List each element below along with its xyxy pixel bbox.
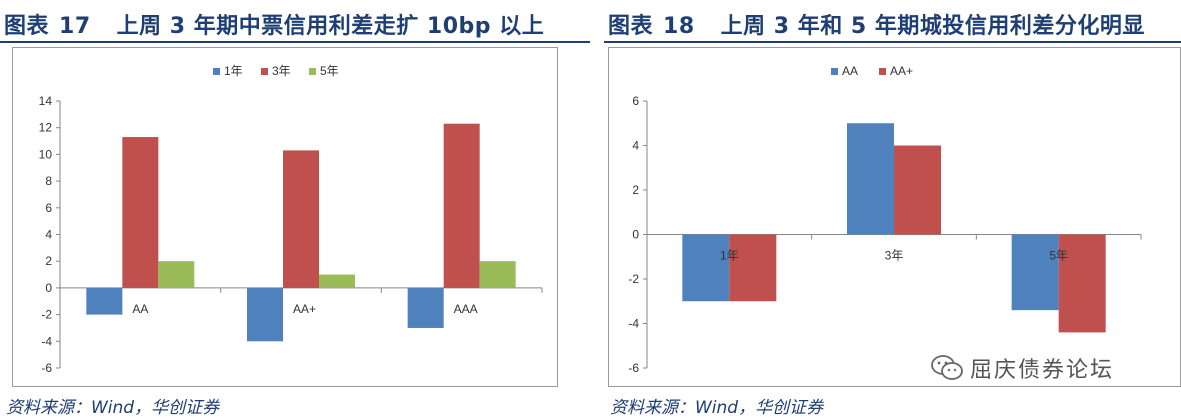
- legend-swatch: [213, 68, 220, 75]
- x-category-label: 1年: [720, 249, 739, 263]
- y-tick-label: 0: [632, 228, 639, 242]
- y-tick-label: 2: [632, 183, 639, 197]
- wechat-icon: [931, 355, 963, 380]
- y-tick-label: -4: [41, 334, 52, 348]
- legend-swatch: [309, 68, 316, 75]
- bar-chart: -6 -4 -2 0 2 4 6 1年 3年 5年 AA AA+: [628, 64, 1142, 375]
- figure-title-prefix: 图表: [4, 14, 50, 39]
- legend-label: AA: [842, 64, 858, 78]
- bar: [1058, 234, 1106, 333]
- figure-title-prefix: 图表: [608, 14, 654, 39]
- bar: [283, 150, 319, 288]
- bar: [1011, 234, 1059, 311]
- y-tick-label: -2: [628, 272, 639, 286]
- bar: [894, 145, 941, 235]
- figure-17-panel: 图表 17 上周 3 年期中票信用利差走扩 10bp 以上 -6 -4 -2 0 2 4 6 8 1…: [0, 0, 590, 418]
- y-tick-label: 0: [45, 281, 52, 295]
- x-category-label: AAA: [454, 302, 478, 316]
- bar: [479, 261, 516, 288]
- title-divider: [604, 41, 1181, 43]
- y-tick-label: 6: [45, 201, 52, 215]
- figure-number: 18: [663, 14, 695, 39]
- x-category-label: 5年: [1049, 249, 1068, 263]
- y-tick-label: 8: [45, 174, 52, 188]
- y-tick-label: 4: [632, 139, 639, 153]
- bar: [729, 234, 777, 302]
- bar: [247, 287, 283, 342]
- chart-area: -6 -4 -2 0 2 4 6 8 10 12 14 AA AA+ AAA 1年 3年 5年: [12, 47, 558, 387]
- figure-18-panel: 图表 18 上周 3 年和 5 年期城投信用利差分化明显 -6 -4 -2 0 2 4 6 1年 3…: [604, 0, 1181, 418]
- bar-chart: -6 -4 -2 0 2 4 6 8 10 12 14 AA AA+ AAA 1年 3年 5年: [39, 64, 543, 375]
- chart-area: -6 -4 -2 0 2 4 6 1年 3年 5年 AA AA+: [608, 47, 1181, 387]
- bar: [682, 234, 730, 302]
- x-category-label: AA+: [293, 302, 316, 316]
- legend-label: 1年: [224, 64, 243, 78]
- figure-title: 图表 18 上周 3 年和 5 年期城投信用利差分化明显: [608, 8, 1145, 40]
- watermark-text: 屈庆债券论坛: [970, 358, 1115, 383]
- y-tick-label: 6: [632, 94, 639, 108]
- y-tick-label: -4: [628, 317, 639, 331]
- legend-label: AA+: [890, 64, 913, 78]
- y-tick-label: 4: [45, 228, 52, 242]
- figure-title-text: 上周 3 年和 5 年期城投信用利差分化明显: [720, 14, 1145, 39]
- y-tick-label: 10: [39, 147, 53, 161]
- y-tick-label: -6: [628, 361, 639, 375]
- y-tick-label: -2: [41, 308, 52, 322]
- bar: [122, 137, 159, 288]
- bar: [847, 123, 894, 235]
- legend-swatch: [831, 68, 838, 75]
- legend-label: 3年: [272, 64, 291, 78]
- x-category-label: AA: [132, 302, 148, 316]
- figure-number: 17: [59, 14, 91, 39]
- bar: [86, 287, 123, 315]
- y-tick-label: 2: [45, 254, 52, 268]
- watermark: 屈庆债券论坛: [926, 352, 1119, 384]
- figure-title: 图表 17 上周 3 年期中票信用利差走扩 10bp 以上: [4, 8, 544, 40]
- bar: [158, 261, 195, 288]
- bar: [319, 274, 355, 288]
- legend-swatch: [261, 68, 268, 75]
- y-tick-label: 14: [39, 94, 53, 108]
- legend-swatch: [879, 68, 886, 75]
- x-category-label: 3年: [885, 249, 904, 263]
- source-note: 资料来源：Wind，华创证券: [6, 398, 220, 418]
- legend-label: 5年: [320, 64, 339, 78]
- y-tick-label: 12: [39, 121, 53, 135]
- figure-title-text: 上周 3 年期中票信用利差走扩 10bp 以上: [116, 14, 545, 39]
- bar: [443, 123, 480, 288]
- bar: [407, 287, 444, 328]
- y-tick-label: -6: [41, 361, 52, 375]
- source-note: 资料来源：Wind，华创证券: [610, 398, 824, 418]
- title-divider: [0, 41, 590, 43]
